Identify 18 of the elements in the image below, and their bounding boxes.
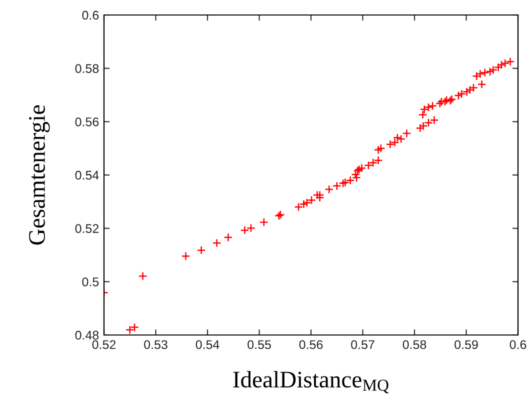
x-tick-label: 0.56 <box>299 340 323 350</box>
y-axis-title: Gesamtenergie <box>29 105 50 245</box>
x-tick-label: 0.55 <box>248 340 271 350</box>
x-tick-label: 0.54 <box>196 340 220 350</box>
x-tick-label: 0.53 <box>144 340 168 350</box>
y-tick-label: 0.54 <box>75 170 99 180</box>
y-tick-label: 0.52 <box>75 224 99 233</box>
y-tick-label: 0.6 <box>82 10 99 20</box>
x-tick-label: 0.58 <box>402 340 426 350</box>
x-tick-label: 0.6 <box>510 340 526 350</box>
y-tick-label: 0.48 <box>75 330 99 340</box>
y-tick-label: 0.58 <box>75 64 99 73</box>
x-tick-label: 0.59 <box>454 340 478 350</box>
x-axis-title: IdealDistance$_{MQ}$ <box>233 370 389 394</box>
x-tick-label: 0.57 <box>351 340 374 350</box>
y-tick-label: 0.56 <box>75 117 99 126</box>
y-tick-label: 0.5 <box>82 277 99 286</box>
x-tick-label: 0.52 <box>92 340 116 350</box>
